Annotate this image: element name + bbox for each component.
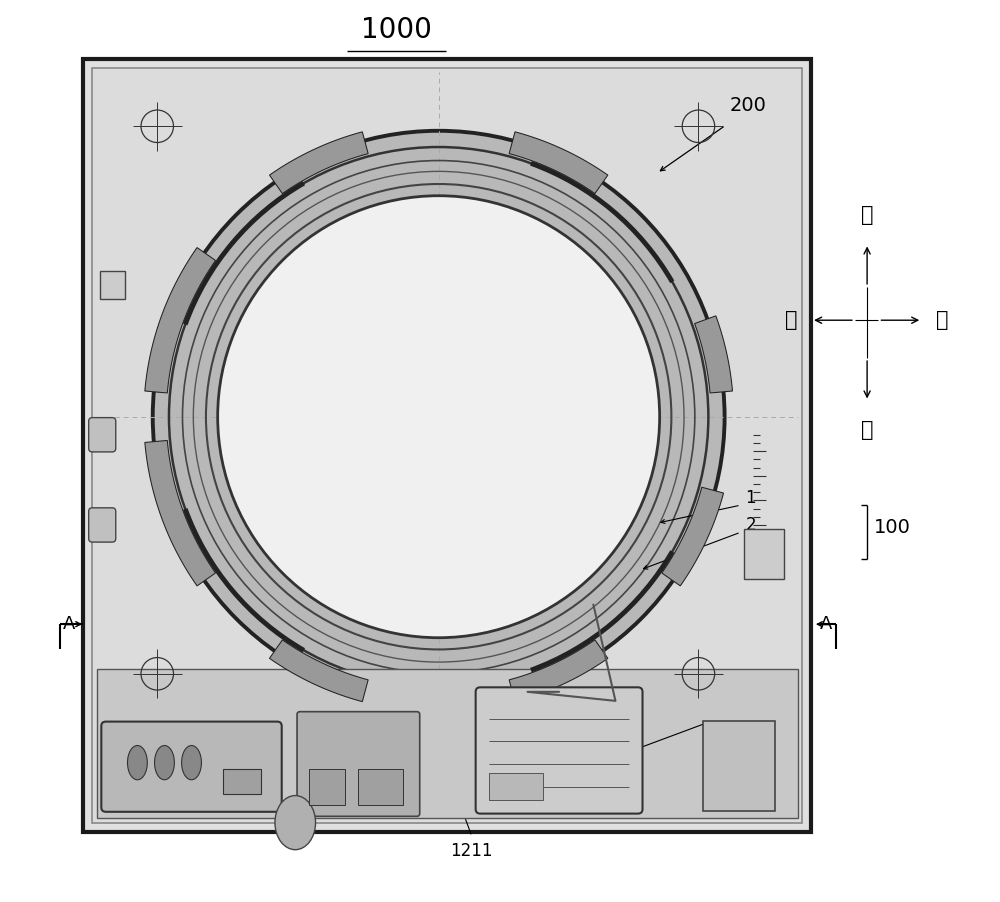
Polygon shape [269,640,368,702]
Ellipse shape [127,745,147,779]
Polygon shape [509,640,608,702]
Polygon shape [145,247,216,393]
Text: 2: 2 [745,516,756,534]
Circle shape [153,131,725,703]
Bar [358,769,403,805]
Bar [309,769,345,805]
FancyBboxPatch shape [89,508,116,542]
Polygon shape [509,132,608,194]
Text: A: A [820,615,833,633]
Text: 200: 200 [730,96,767,115]
Polygon shape [662,487,724,586]
Polygon shape [269,132,368,194]
Bar [223,769,261,794]
FancyBboxPatch shape [92,68,802,823]
FancyBboxPatch shape [89,418,116,452]
FancyBboxPatch shape [101,722,282,812]
Polygon shape [145,440,216,586]
Ellipse shape [182,745,201,779]
Text: 1211: 1211 [450,842,492,860]
Bar [703,721,775,811]
FancyArrowPatch shape [74,621,81,627]
Ellipse shape [155,745,174,779]
Text: 右: 右 [936,310,948,330]
Bar [100,271,125,299]
Bar [97,669,798,818]
Text: 1000: 1000 [361,15,432,44]
FancyBboxPatch shape [297,712,420,816]
FancyArrowPatch shape [817,621,824,627]
Ellipse shape [275,796,316,850]
Text: 100: 100 [874,518,911,538]
Text: A: A [63,615,75,633]
Text: 下: 下 [861,420,873,440]
Bar [744,529,784,579]
Bar [489,773,543,800]
Text: 上: 上 [861,205,873,225]
Text: 24: 24 [715,723,736,741]
FancyBboxPatch shape [83,59,811,832]
Text: 左: 左 [785,310,798,330]
Polygon shape [695,316,732,393]
Text: 1: 1 [745,489,756,507]
FancyBboxPatch shape [476,687,643,814]
Circle shape [218,196,660,638]
